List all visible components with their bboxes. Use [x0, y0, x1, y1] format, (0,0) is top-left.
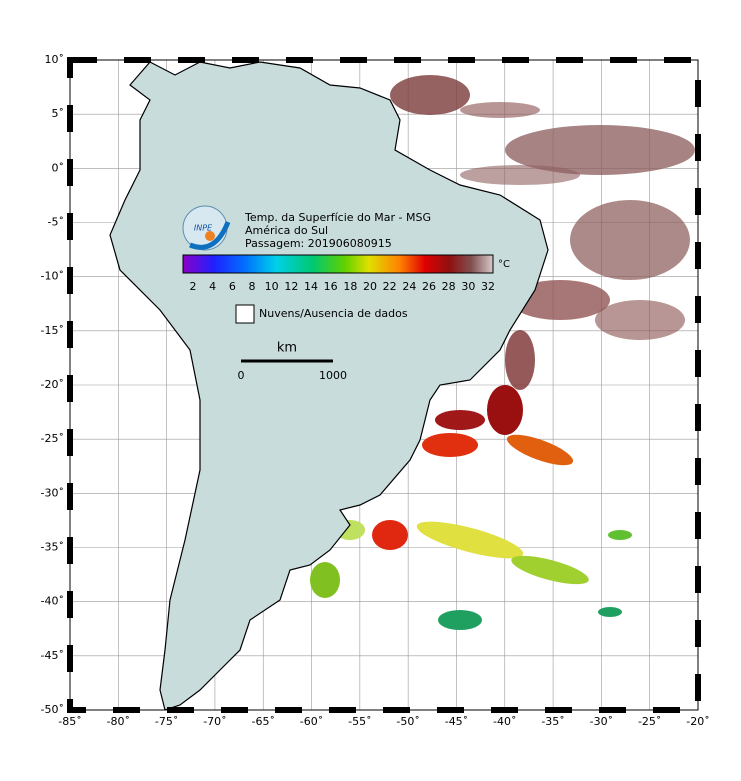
- lon-label: -25˚: [638, 715, 661, 728]
- colorbar-tick-label: 22: [383, 280, 397, 293]
- lat-label: -40˚: [41, 595, 64, 608]
- colorbar-tick-label: 18: [343, 280, 357, 293]
- colorbar-ticks: 2 4 6 8 10 12 14 16 18 20 22 24 26 28 30 32: [190, 280, 496, 293]
- colorbar-tick-label: 20: [363, 280, 377, 293]
- lat-label: 5˚: [52, 107, 65, 120]
- lon-label: -40˚: [493, 715, 516, 728]
- lon-label: -35˚: [541, 715, 564, 728]
- logo-text: INPE: [194, 224, 213, 233]
- lon-label: -75˚: [155, 715, 178, 728]
- colorbar-tick-label: 4: [209, 280, 216, 293]
- subtitle: América do Sul: [245, 224, 328, 237]
- lon-label: -65˚: [251, 715, 274, 728]
- colorbar-tick-label: 26: [422, 280, 436, 293]
- legend-box: [235, 304, 255, 324]
- pass: Passagem: 201906080915: [245, 237, 392, 250]
- title: Temp. da Superfície do Mar - MSG: [244, 211, 431, 224]
- lat-label: -5˚: [48, 216, 64, 229]
- colorbar-tick-label: 2: [190, 280, 197, 293]
- lon-label: -85˚: [58, 715, 81, 728]
- lon-label: -80˚: [107, 715, 130, 728]
- axis-labels: 10˚ 5˚ 0˚ -5˚ -10˚ -15˚ -20˚ -25˚ -30˚ -35˚ -40˚ -4…: [41, 53, 710, 728]
- colorbar-tick-label: 16: [324, 280, 338, 293]
- lon-label: -50˚: [396, 715, 419, 728]
- lat-label: -20˚: [41, 378, 64, 391]
- lon-label: -60˚: [300, 715, 323, 728]
- lon-label: -20˚: [686, 715, 709, 728]
- colorbar-unit: °C: [498, 259, 510, 270]
- sst-patches: [310, 75, 695, 630]
- lon-label: -45˚: [445, 715, 468, 728]
- map-frame-line: [69, 59, 699, 711]
- logo: INPE: [182, 205, 231, 251]
- scale-label: 0: [238, 369, 245, 382]
- colorbar-tick-label: 10: [265, 280, 279, 293]
- colorbar-tick-label: 30: [461, 280, 475, 293]
- colorbar-tick-label: 8: [249, 280, 256, 293]
- legend-text: Nuvens/Ausencia de dados: [259, 307, 408, 320]
- colorbar: [182, 254, 494, 274]
- lon-label: -70˚: [203, 715, 226, 728]
- colorbar-tick-label: 14: [304, 280, 318, 293]
- colorbar-tick-label: 12: [284, 280, 298, 293]
- colorbar-tick-label: 6: [229, 280, 236, 293]
- lat-label: -35˚: [41, 541, 64, 554]
- lat-label: 0˚: [52, 161, 65, 174]
- lon-label: -30˚: [590, 715, 613, 728]
- lat-label: -30˚: [41, 486, 64, 499]
- lat-label: -50˚: [41, 703, 64, 716]
- lat-label: -15˚: [41, 324, 64, 337]
- lat-label: -10˚: [41, 270, 64, 283]
- lat-label: -25˚: [41, 432, 64, 445]
- colorbar-tick-label: 24: [402, 280, 416, 293]
- colorbar-tick-label: 28: [442, 280, 456, 293]
- lat-label: -45˚: [41, 649, 64, 662]
- scale-unit: km: [277, 341, 297, 356]
- lon-label: -55˚: [348, 715, 371, 728]
- lat-label: 10˚: [45, 53, 65, 66]
- colorbar-tick-label: 32: [481, 280, 495, 293]
- scale-label: 1000: [319, 369, 347, 382]
